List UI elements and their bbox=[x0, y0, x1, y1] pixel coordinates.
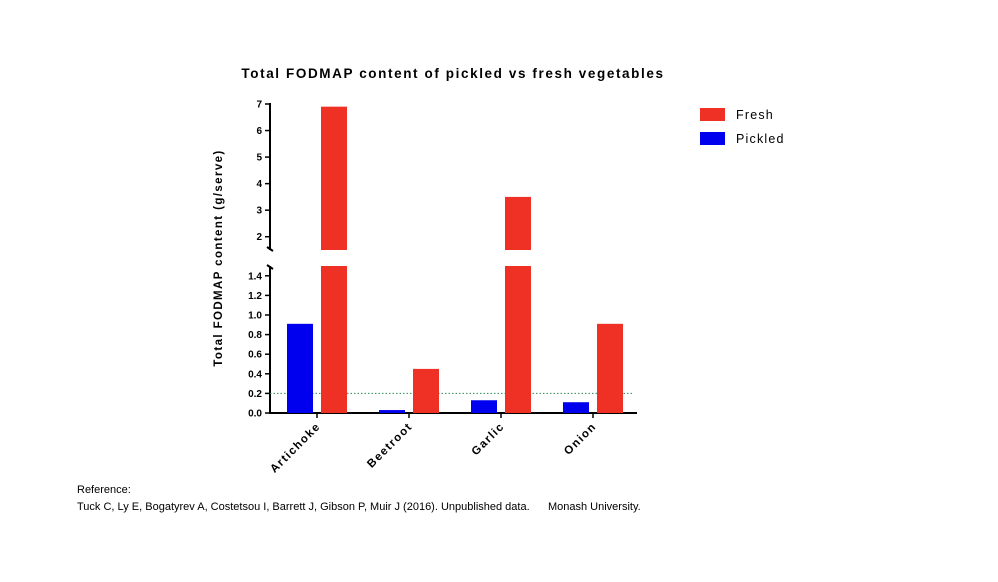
y-tick-label: 4 bbox=[256, 179, 262, 190]
y-tick-label: 6 bbox=[256, 126, 262, 137]
bar bbox=[379, 410, 405, 413]
axis-break-mark bbox=[266, 264, 274, 270]
reference-citation: Tuck C, Ly E, Bogatyrev A, Costetsou I, … bbox=[77, 501, 641, 513]
y-tick-label: 3 bbox=[256, 206, 262, 217]
legend-label: Fresh bbox=[736, 108, 774, 122]
y-tick-label: 1.0 bbox=[248, 311, 262, 322]
bar bbox=[413, 368, 439, 413]
legend-swatch bbox=[700, 108, 725, 121]
legend: Fresh Pickled bbox=[700, 108, 785, 146]
reference-note: Reference: Tuck C, Ly E, Bogatyrev A, Co… bbox=[77, 482, 641, 516]
y-tick-label: 2 bbox=[256, 232, 262, 243]
chart-title: Total FODMAP content of pickled vs fresh… bbox=[241, 66, 664, 81]
bar bbox=[505, 266, 531, 413]
x-tick-label: Artichoke bbox=[268, 421, 323, 476]
bar bbox=[597, 323, 623, 413]
legend-swatch bbox=[700, 132, 725, 145]
y-tick-label: 0.6 bbox=[248, 350, 262, 361]
x-tick-label: Garlic bbox=[470, 421, 507, 458]
x-tick-label: Onion bbox=[562, 421, 599, 458]
bar bbox=[471, 400, 497, 413]
y-tick-label: 1.2 bbox=[248, 291, 262, 302]
y-axis-label: Total FODMAP content (g/serve) bbox=[213, 149, 225, 366]
bar bbox=[321, 266, 347, 413]
bar bbox=[287, 323, 313, 413]
y-tick-label: 5 bbox=[256, 153, 262, 164]
axis-break-mark bbox=[266, 246, 274, 252]
y-tick-label: 0.4 bbox=[248, 369, 262, 380]
bar-upper-segment bbox=[321, 106, 347, 251]
reference-heading: Reference: bbox=[77, 484, 131, 496]
y-tick-label: 0.2 bbox=[248, 389, 262, 400]
y-tick-label: 1.4 bbox=[248, 271, 262, 282]
bar-upper-segment bbox=[505, 196, 531, 250]
y-tick-label: 7 bbox=[256, 100, 262, 111]
plot-area: 0.0 0.2 0.4 0.6 0.8 1.0 1.2 1.4 2 3 4 5 6 7 Total FODM… bbox=[213, 100, 637, 476]
legend-label: Pickled bbox=[736, 132, 785, 146]
y-tick-label: 0.0 bbox=[248, 409, 262, 420]
bar bbox=[563, 402, 589, 413]
x-tick-label: Beetroot bbox=[365, 421, 415, 471]
y-tick-label: 0.8 bbox=[248, 330, 262, 341]
